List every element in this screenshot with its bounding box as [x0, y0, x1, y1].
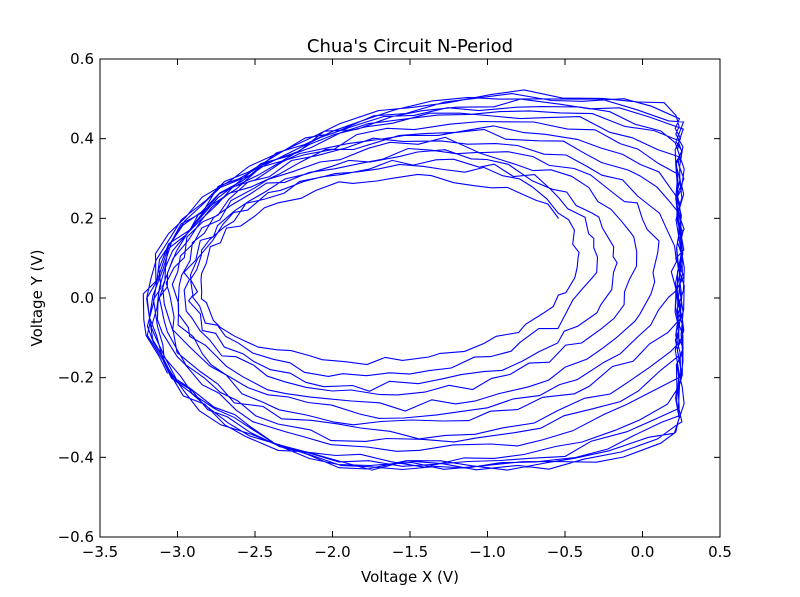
x-axis: −3.5 −3.0 −2.5 −2.0 −1.5 −1.0 −0.5 0.0 0.5 — [82, 59, 732, 561]
y-tick-label: −0.6 — [58, 528, 94, 546]
y-tick-label: 0.2 — [70, 209, 94, 227]
x-tick-label: 0.5 — [708, 543, 732, 561]
x-tick-label: −1.5 — [392, 543, 428, 561]
y-tick-label: −0.2 — [58, 369, 94, 387]
y-tick-label: 0.6 — [70, 50, 94, 68]
y-tick-label: 0.0 — [70, 289, 94, 307]
x-tick-label: 0.0 — [631, 543, 655, 561]
x-tick-label: −1.0 — [469, 543, 505, 561]
plot-lines — [142, 89, 685, 471]
x-tick-label: −3.5 — [82, 543, 118, 561]
y-axis-label: Voltage Y (V) — [28, 250, 46, 347]
x-tick-label: −2.5 — [237, 543, 273, 561]
x-tick-label: −0.5 — [547, 543, 583, 561]
y-tick-label: 0.4 — [70, 130, 94, 148]
trajectory-line — [142, 89, 685, 471]
y-tick-label: −0.4 — [58, 448, 94, 466]
x-tick-label: −3.0 — [159, 543, 195, 561]
chart-title: Chua's Circuit N-Period — [307, 36, 513, 57]
x-tick-label: −2.0 — [314, 543, 350, 561]
y-axis: −0.6 −0.4 −0.2 0.0 0.2 0.4 0.6 — [58, 50, 720, 546]
x-axis-label: Voltage X (V) — [361, 568, 459, 586]
